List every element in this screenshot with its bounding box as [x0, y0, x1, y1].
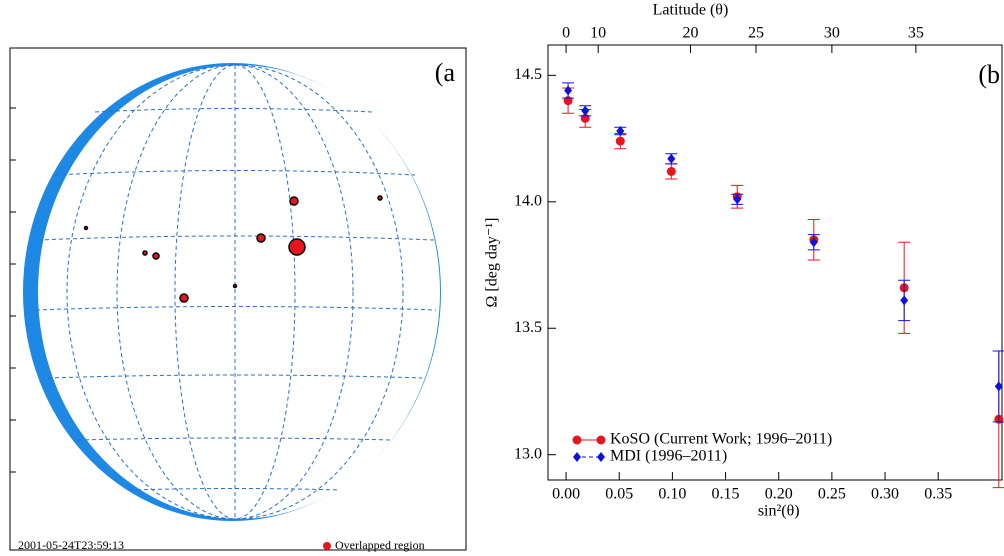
y-axis-title: Ω [deg day⁻¹]	[484, 218, 501, 308]
x-tick-label: 0.05	[605, 486, 633, 503]
x2-tick-label: 20	[682, 25, 698, 42]
marker	[667, 153, 676, 164]
panel-label: (a	[435, 58, 456, 87]
x-tick-label: 0.20	[765, 486, 793, 503]
timestamp: 2001-05-24T23:59:13	[18, 538, 124, 552]
sunspots	[83, 195, 383, 303]
legend-label: KoSO (Current Work; 1996–2011)	[610, 431, 832, 448]
legend-marker	[573, 452, 581, 462]
marker	[615, 136, 625, 146]
marker	[994, 381, 1003, 392]
disk	[38, 65, 440, 519]
plot-frame	[547, 44, 1003, 481]
x-tick-label: 0.10	[658, 486, 686, 503]
x2-tick-label: 25	[748, 25, 764, 42]
legend-marker	[572, 435, 582, 445]
marker	[900, 295, 909, 306]
legend-label: Overlapped region	[335, 538, 425, 552]
x-tick-label: 0.25	[818, 486, 846, 503]
marker	[616, 125, 625, 136]
y-tick-label: 13.5	[514, 319, 542, 336]
x2-tick-label: 30	[824, 25, 840, 42]
marker	[809, 237, 818, 248]
panel-b: 0.00 0.05 0.10 0.15 0.20 0.25 0.30 0.35 0 10 20 25 3…	[484, 2, 1004, 520]
marker	[733, 194, 742, 205]
y-tick-label: 13.0	[514, 445, 542, 462]
x2-tick-label: 10	[590, 25, 606, 42]
x-tick-label: 0.35	[924, 486, 952, 503]
frame-ticks	[10, 107, 16, 473]
panel-a: (a 2001-05-24T23:59:13 Overlapped region	[9, 47, 467, 552]
legend-marker	[597, 452, 605, 462]
marker	[581, 105, 590, 116]
legend-label: MDI (1996–2011)	[610, 448, 727, 465]
x2-axis-title: Latitude (θ)	[653, 2, 729, 19]
y-tick-label: 14.0	[514, 192, 542, 209]
x-axis-title: sin²(θ)	[758, 503, 800, 520]
marker	[564, 85, 573, 96]
panel-label: (b	[978, 60, 1000, 89]
legend-marker	[596, 435, 606, 445]
x-tick-label: 0.00	[552, 486, 580, 503]
y-tick-label: 14.5	[514, 66, 542, 83]
legend-marker	[323, 542, 331, 550]
x-tick-label: 0.30	[871, 486, 899, 503]
x2-tick-label: 0	[562, 25, 570, 42]
x-tick-label: 0.15	[712, 486, 740, 503]
x2-tick-label: 35	[908, 25, 924, 42]
marker	[666, 166, 676, 176]
grid	[35, 64, 437, 520]
